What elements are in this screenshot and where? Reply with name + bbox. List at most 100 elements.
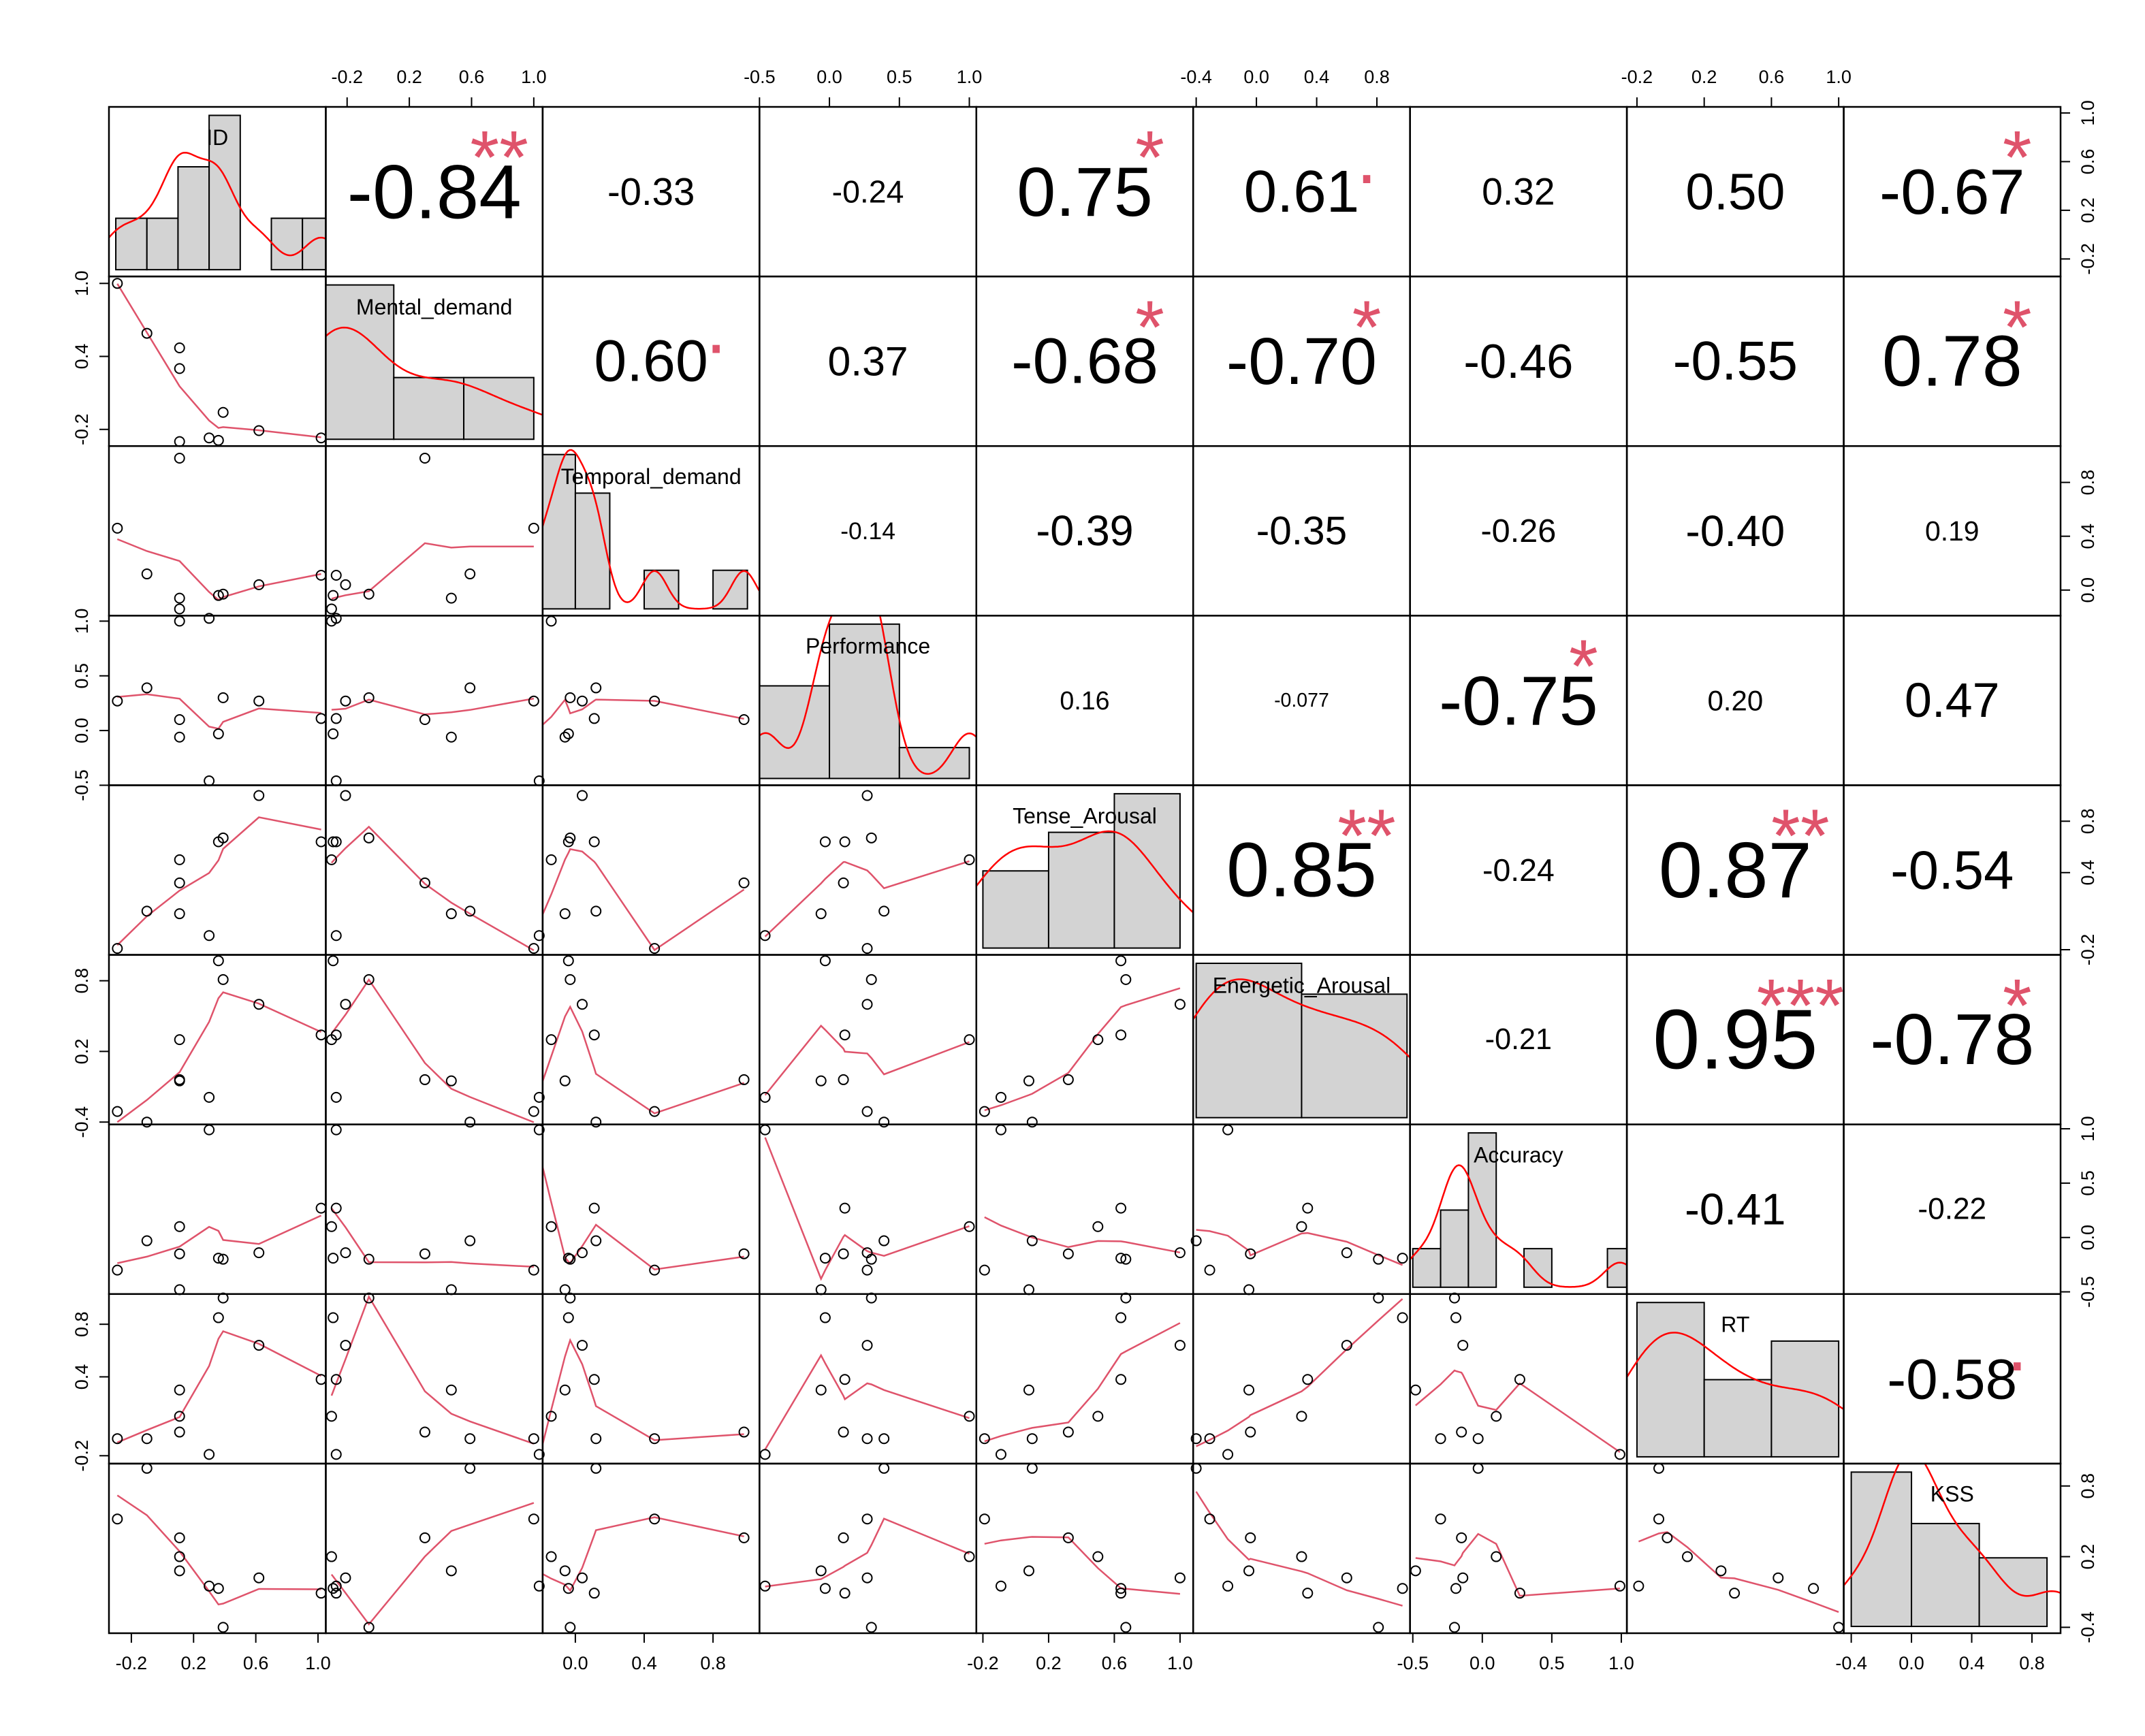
scatter-point [445, 592, 457, 604]
scatter-point [878, 1235, 890, 1247]
scatter-point [174, 1565, 185, 1577]
scatter-point [112, 1513, 123, 1525]
scatter-point [1491, 1551, 1502, 1562]
scatter-point [217, 588, 229, 600]
y-tick-label: -0.5 [2078, 1276, 2098, 1308]
correlation-value: 0.85 [1226, 827, 1377, 914]
x-tick-label: -0.2 [331, 67, 363, 87]
scatter-point [141, 1235, 153, 1247]
y-tick-label: 0.8 [2078, 1473, 2098, 1499]
scatter-point [590, 1116, 602, 1128]
x-tick-label: -0.5 [744, 67, 776, 87]
scatter-point [1373, 1253, 1384, 1265]
scatter-point [141, 327, 153, 339]
density-curve [325, 326, 543, 416]
density-curve [1193, 978, 1410, 1059]
scatter-point [562, 1253, 574, 1264]
smooth-line [1195, 1491, 1403, 1607]
scatter-point [1062, 1532, 1074, 1543]
y-tick-label: -0.4 [72, 1106, 92, 1138]
scatter-point [738, 1532, 750, 1543]
smooth-line [764, 860, 970, 937]
scatter-point [590, 682, 602, 694]
y-tick-label: 0.8 [72, 1311, 92, 1337]
histogram-bar [982, 870, 1049, 949]
correlation-value: 0.75 [1017, 152, 1153, 231]
scatter-point [340, 695, 351, 707]
scatter-point [363, 832, 375, 843]
scatter-point [174, 1248, 185, 1259]
scatter-point [1222, 1580, 1234, 1592]
y-tick-label: 0.8 [2078, 470, 2098, 496]
scatter-point [330, 1091, 342, 1103]
scatter-point [330, 1374, 342, 1385]
scatter-point [330, 930, 342, 942]
scatter-point [464, 1116, 476, 1128]
scatter-point [562, 1583, 574, 1594]
scatter-point [212, 1312, 224, 1323]
variable-label: ID [206, 125, 228, 150]
scatter-point [878, 1433, 890, 1445]
scatter-point [1296, 1221, 1307, 1232]
scatter-point [528, 695, 539, 707]
histogram-bar [270, 217, 304, 271]
scatter-point [577, 790, 588, 801]
scatter-point [588, 713, 600, 724]
correlation-value: -0.55 [1673, 331, 1798, 392]
scatter-point [419, 1074, 430, 1085]
scatter-point [174, 1426, 185, 1438]
scatter-point [1115, 1588, 1127, 1599]
scatter-point [964, 1551, 975, 1562]
scatter-point [979, 1264, 990, 1276]
scatter-point [464, 1235, 476, 1247]
x-tick-label: 1.0 [305, 1653, 331, 1673]
x-tick-label: -0.5 [1397, 1653, 1429, 1673]
scatter-point [964, 854, 975, 865]
y-tick-label: 0.5 [2078, 1170, 2098, 1196]
scatter-point [1296, 1551, 1307, 1562]
scatter-point [649, 1264, 661, 1276]
scatter-point [363, 1622, 375, 1633]
x-tick-label: -0.2 [116, 1653, 148, 1673]
scatter-point [174, 1034, 185, 1046]
scatter-point [1341, 1340, 1352, 1351]
x-tick-label: -0.2 [967, 1653, 999, 1673]
scatter-point [1448, 1622, 1460, 1633]
smooth-line [984, 1536, 1181, 1595]
scatter-point [738, 1248, 750, 1259]
scatter-point [174, 1551, 185, 1562]
scatter-point [559, 1075, 571, 1087]
scatter-point [141, 905, 153, 917]
correlation-value: 0.37 [827, 338, 908, 385]
smooth-line [984, 1216, 1181, 1254]
scatter-point [839, 836, 851, 848]
x-tick-label: 0.8 [1364, 67, 1390, 87]
correlation-value: -0.54 [1890, 840, 2014, 901]
scatter-point [565, 974, 576, 985]
scatter-point [1026, 1235, 1038, 1247]
scatter-point [861, 790, 873, 801]
scatter-point [217, 974, 229, 985]
scatter-point [217, 1622, 229, 1633]
scatter-point [253, 1340, 265, 1351]
histogram-bar [829, 623, 900, 779]
correlation-value: -0.21 [1485, 1023, 1552, 1056]
correlation-value: -0.14 [840, 517, 895, 545]
correlation-value: 0.47 [1905, 673, 2000, 728]
scatter-point [445, 731, 457, 743]
significance-stars: *** [1757, 964, 1844, 1048]
y-tick-label: 0.4 [2078, 524, 2098, 549]
smooth-line [984, 987, 1181, 1112]
scatter-point [340, 790, 351, 801]
correlation-value: -0.84 [347, 149, 522, 235]
x-tick-label: 0.6 [243, 1653, 269, 1673]
y-tick-label: -0.2 [2078, 934, 2098, 966]
scatter-point [819, 1253, 831, 1264]
smooth-line [764, 1137, 970, 1281]
scatter-point [865, 974, 877, 985]
histogram-bar [1467, 1132, 1497, 1288]
variable-label: Temporal_demand [561, 464, 742, 489]
correlation-value: 0.20 [1707, 684, 1763, 716]
scatter-point [577, 1247, 588, 1259]
x-tick-label: 0.0 [816, 67, 842, 87]
